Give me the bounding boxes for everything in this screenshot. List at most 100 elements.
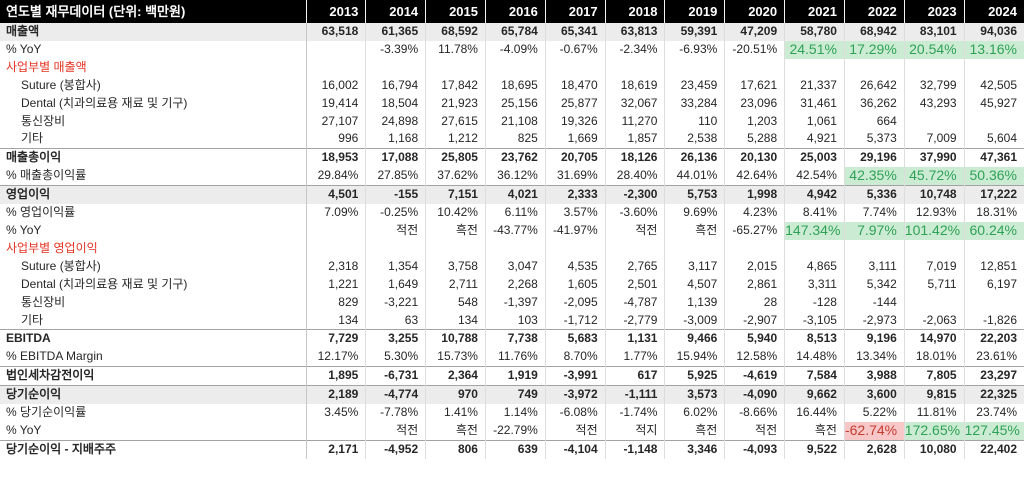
table-row: % 영업이익률 7.09% -0.25% 10.42% 6.11% 3.57% -3.60%…: [0, 204, 1024, 222]
cell: 4,865: [784, 257, 845, 276]
cell: 26,642: [844, 76, 905, 95]
table-row: 사업부별 매출액: [0, 58, 1024, 77]
cell: 6,197: [986, 276, 1017, 291]
cell: 44.01%: [664, 167, 726, 186]
year-column-header: 2014: [365, 0, 427, 23]
cell: -3.39%: [365, 40, 427, 59]
cell: 13.16%: [964, 40, 1024, 59]
cell: [365, 239, 427, 258]
cell: [605, 58, 666, 77]
cell: 65,784: [485, 23, 546, 41]
cell: 29.84%: [306, 167, 367, 186]
cell: 5,711: [904, 275, 965, 294]
cell: 2,333: [545, 185, 606, 205]
cell: -2,095: [545, 293, 606, 312]
cell: 1.41%: [425, 404, 486, 422]
cell: -6.08%: [545, 404, 606, 422]
row-label: 기타: [0, 130, 307, 149]
cell: 1,221: [306, 275, 367, 294]
cell: -1,826: [982, 312, 1017, 327]
cell: [904, 239, 965, 258]
cell: 18,470: [545, 76, 606, 95]
row-label: % 당기순이익률: [0, 404, 307, 422]
cell: 147.34%: [784, 221, 845, 240]
cell: 1,168: [365, 130, 427, 149]
cell: [784, 239, 845, 258]
cell: 47,209: [724, 23, 786, 41]
cell: 1,998: [724, 185, 786, 205]
cell: 4,507: [664, 275, 726, 294]
row-label: 당기순이익 - 지배주주: [0, 439, 307, 459]
cell: 22,402: [964, 439, 1024, 459]
cell: 5,753: [664, 185, 726, 205]
cell: 11.81%: [904, 404, 965, 422]
cell: [485, 58, 546, 77]
row-label: 통신장비: [0, 112, 307, 131]
cell: 25,003: [784, 148, 845, 168]
cell: 15.94%: [664, 348, 726, 367]
cell: [545, 58, 606, 77]
row-label: % 매출총이익률: [0, 167, 307, 186]
cell: [964, 113, 1024, 131]
cell: 50.36%: [964, 167, 1024, 186]
cell: 970: [425, 385, 486, 405]
cell: 12.58%: [724, 348, 786, 367]
cell: [485, 239, 546, 258]
cell: [904, 293, 965, 312]
cell: 806: [425, 439, 486, 459]
year-column-header: 2023: [904, 0, 965, 23]
cell: 23,762: [485, 148, 546, 168]
cell: 12,851: [980, 258, 1017, 273]
cell: [784, 58, 845, 77]
cell: 36,262: [844, 94, 905, 113]
cell: 1,203: [724, 112, 786, 131]
cell: 4,535: [545, 257, 606, 276]
cell: 68,942: [844, 23, 905, 41]
cell: -41.97%: [545, 221, 606, 240]
cell: 5,373: [844, 130, 905, 149]
cell: 5,288: [724, 130, 786, 149]
cell: -2,907: [724, 311, 786, 330]
cell: 1,212: [425, 130, 486, 149]
cell: -3,009: [664, 311, 726, 330]
cell: 23.61%: [976, 349, 1017, 364]
table-row: 통신장비 829 -3,221 548 -1,397 -2,095 -4,787 1,139 2…: [0, 293, 1024, 312]
cell: 흑전: [425, 221, 486, 240]
cell: -4,090: [724, 385, 786, 405]
cell: 28: [724, 293, 786, 312]
cell: 1,131: [605, 329, 666, 349]
table-row: 법인세차감전이익 1,895 -6,731 2,364 1,919 -3,991 617 5,…: [0, 366, 1024, 386]
cell: [306, 421, 367, 441]
table-row: 통신장비 27,107 24,898 27,615 21,108 19,326 11,270…: [0, 112, 1024, 131]
cell: 172.65%: [904, 421, 965, 441]
cell: 9,662: [784, 385, 845, 405]
cell: 127.45%: [964, 421, 1024, 441]
cell: [964, 294, 1024, 312]
cell: 3,758: [425, 257, 486, 276]
cell: 664: [844, 112, 905, 131]
cell: 16,002: [306, 76, 367, 95]
year-column-header: 2013: [306, 0, 367, 23]
cell: [844, 58, 905, 77]
cell: -3,972: [545, 385, 606, 405]
cell: 59,391: [664, 23, 726, 41]
cell: 2,628: [844, 439, 905, 459]
table-row: 기타 134 63 134 103 -1,712 -2,779 -3,009 -2,907 -3,…: [0, 311, 1024, 330]
cell: 9,196: [844, 329, 905, 349]
cell: 25,877: [545, 94, 606, 113]
cell: 617: [605, 366, 666, 386]
cell: 2,268: [485, 275, 546, 294]
row-label: % 영업이익률: [0, 204, 307, 222]
cell: [425, 58, 486, 77]
cell: 829: [306, 293, 367, 312]
cell: 1.14%: [485, 404, 546, 422]
cell: 1,354: [365, 257, 427, 276]
cell: 639: [485, 439, 546, 459]
cell: [664, 58, 726, 77]
row-label: 매출액: [0, 23, 307, 41]
cell: 18,619: [605, 76, 666, 95]
year-column-header: 2016: [485, 0, 546, 23]
cell: 5,940: [724, 329, 786, 349]
cell: 31,461: [784, 94, 845, 113]
cell: -1,397: [485, 293, 546, 312]
